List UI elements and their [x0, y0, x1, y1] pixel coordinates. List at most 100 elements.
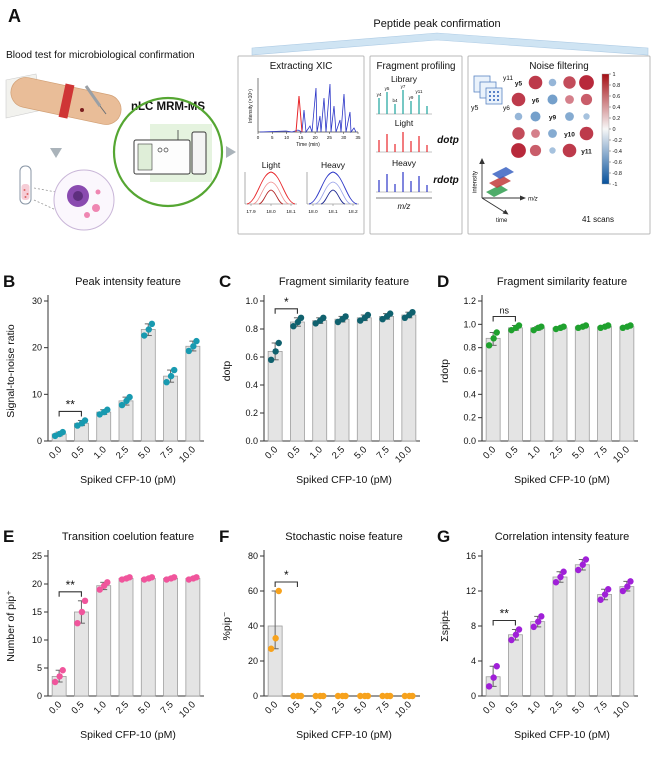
svg-text:17.9: 17.9	[246, 209, 256, 215]
data-point	[170, 366, 178, 374]
xic-chromatogram: Intensity (×10⁵) Time (min) 0 5 10 15 20 25 30…	[248, 78, 361, 148]
rdotp-label: rdotp	[433, 175, 459, 186]
x-tick-label: 7.5	[593, 699, 610, 716]
panel-d: D Fragment similarity feature rdotp 0.0 0.2 0…	[436, 255, 654, 510]
x-tick-label: 1.0	[92, 699, 109, 716]
data-point	[185, 347, 193, 355]
y-tick-label: 0.2	[463, 413, 476, 423]
significance-label: *	[284, 568, 289, 582]
panel-letter: B	[3, 272, 15, 291]
data-point	[81, 417, 89, 424]
puncture-dot	[80, 108, 84, 112]
y-tick-label: 0.8	[245, 324, 258, 334]
y-tick-label: 15	[32, 607, 42, 617]
significance-bracket	[492, 315, 516, 322]
data-point	[579, 561, 586, 568]
data-point	[272, 348, 279, 355]
y-tick-label: 40	[248, 621, 258, 631]
frag-heavy-label: Heavy	[392, 158, 417, 168]
svg-text:0.6: 0.6	[613, 94, 621, 100]
svg-text:y7: y7	[401, 84, 406, 89]
data-point	[619, 587, 627, 595]
x-tick-label: 10.0	[393, 699, 414, 720]
bar	[334, 318, 350, 442]
y-axis-label: Σspip±	[439, 610, 451, 642]
x-tick-label: 2.5	[330, 444, 347, 461]
x-tick-label: 0.0	[263, 699, 280, 716]
chart-title: Correlation intensity feature	[495, 531, 630, 543]
y-axis-label: Signal-to-noise ratio	[5, 324, 17, 418]
svg-text:y5: y5	[515, 81, 523, 88]
bar	[290, 321, 305, 442]
x-tick-label: 10.0	[611, 699, 632, 720]
data-point	[81, 597, 89, 604]
bar-chart-b: B Peak intensity feature Signal-to-noise r…	[3, 272, 204, 486]
x-tick-label: 7.5	[159, 444, 176, 461]
data-point	[357, 692, 364, 700]
panel-b: B Peak intensity feature Signal-to-noise r…	[2, 255, 218, 510]
colorbar	[601, 73, 610, 185]
svg-text:0.4: 0.4	[613, 105, 621, 111]
data-point	[193, 337, 200, 345]
data-point	[490, 335, 497, 342]
data-point	[78, 608, 86, 616]
y-tick-label: 12	[466, 586, 476, 596]
instrument-circle	[112, 96, 224, 208]
x-tick-label: 0.0	[481, 699, 498, 716]
instrument-label: nLC MRM-MS	[131, 101, 205, 113]
data-point	[515, 322, 523, 329]
x-tick-label: 10.0	[177, 699, 198, 720]
data-point	[148, 320, 156, 328]
x-tick-label: 5.0	[136, 699, 153, 716]
data-point	[342, 313, 349, 320]
data-point	[56, 673, 63, 680]
y-tick-label: 0.6	[463, 366, 476, 376]
x-tick-label: 7.5	[375, 444, 392, 461]
data-point	[145, 326, 152, 333]
data-point	[552, 579, 560, 586]
y-tick-label: 60	[248, 586, 258, 596]
x-tick-label: 5.0	[352, 444, 369, 461]
x-tick-label: 2.5	[114, 699, 131, 716]
bar	[508, 634, 523, 697]
y-tick-label: 4	[471, 656, 476, 666]
chart-title: Fragment similarity feature	[497, 276, 627, 288]
arrow-down-icon	[50, 148, 62, 158]
light-spectrum	[376, 132, 432, 153]
panel-g: G Correlation intensity feature Σspip± 0 4 8 1…	[436, 510, 654, 765]
data-point	[560, 323, 567, 330]
x-tick-label: 10.0	[393, 444, 414, 465]
noise-title: Noise filtering	[529, 61, 588, 72]
data-point	[59, 428, 66, 436]
bar	[530, 621, 546, 697]
y-axis-label: rdotp	[439, 359, 451, 383]
data-point	[557, 573, 564, 581]
axis-label-mz: m/z	[528, 197, 538, 203]
data-point	[342, 692, 349, 700]
data-point	[141, 332, 148, 339]
data-point	[601, 591, 609, 598]
significance-bracket	[274, 581, 298, 587]
arrow-right-icon	[226, 146, 236, 158]
significance-label: **	[500, 607, 510, 621]
svg-text:18.0: 18.0	[308, 209, 318, 215]
chart-title: Stochastic noise feature	[285, 531, 402, 543]
data-point	[148, 574, 156, 581]
data-point	[126, 393, 133, 401]
x-tick-label: 0.5	[503, 699, 520, 716]
data-point	[604, 322, 612, 329]
data-point	[604, 586, 612, 593]
svg-text:0: 0	[257, 135, 260, 140]
svg-text:y9: y9	[409, 95, 414, 100]
y-tick-label: 10	[32, 389, 42, 399]
significance-label: ns	[500, 306, 510, 316]
data-point	[74, 620, 81, 627]
data-point	[379, 692, 386, 700]
data-point	[515, 626, 523, 633]
bar	[485, 337, 501, 442]
significance-label: *	[284, 295, 289, 309]
bar	[163, 375, 178, 442]
fragment-box	[369, 55, 463, 235]
3d-axes-icon: intensity time m/z	[473, 158, 538, 224]
x-tick-label: 0.0	[47, 444, 64, 461]
